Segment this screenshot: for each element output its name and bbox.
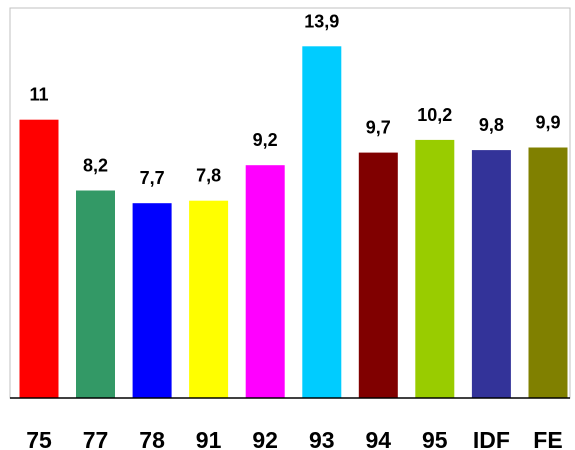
- bar-78: [132, 203, 172, 398]
- value-label-91: 7,8: [196, 166, 221, 186]
- category-label-78: 78: [139, 427, 165, 450]
- bars-layer: [19, 46, 568, 399]
- bar-fe: [528, 147, 568, 398]
- category-label-fe: FE: [533, 427, 562, 450]
- bar-77: [76, 190, 115, 398]
- value-label-77: 8,2: [83, 156, 108, 176]
- bar-75: [19, 119, 59, 398]
- bar-91: [189, 200, 229, 398]
- value-label-92: 9,2: [253, 130, 278, 150]
- value-labels-layer: 11 8,2 7,7 7,8 9,2 13,9 9,7 10,2 9,8 9,9: [29, 11, 560, 188]
- value-label-78: 7,7: [140, 168, 165, 188]
- value-label-95: 10,2: [417, 105, 452, 125]
- value-label-94: 9,7: [366, 118, 391, 138]
- category-label-idf: IDF: [473, 427, 510, 450]
- bar-93: [302, 46, 342, 399]
- category-label-77: 77: [83, 427, 109, 450]
- value-label-idf: 9,8: [479, 115, 504, 135]
- value-label-75: 11: [29, 85, 48, 105]
- bar-idf: [471, 150, 511, 398]
- category-labels-layer: 75 77 78 91 92 93 94 95 IDF FE: [26, 427, 562, 450]
- category-label-91: 91: [196, 427, 222, 450]
- bar-92: [245, 165, 285, 398]
- value-label-93: 13,9: [304, 11, 339, 31]
- category-label-75: 75: [26, 427, 52, 450]
- category-label-92: 92: [252, 427, 278, 450]
- category-label-94: 94: [366, 427, 392, 450]
- category-label-93: 93: [309, 427, 335, 450]
- bar-94: [358, 152, 398, 398]
- bar-95: [415, 139, 455, 398]
- category-label-95: 95: [422, 427, 448, 450]
- value-label-fe: 9,9: [535, 113, 560, 133]
